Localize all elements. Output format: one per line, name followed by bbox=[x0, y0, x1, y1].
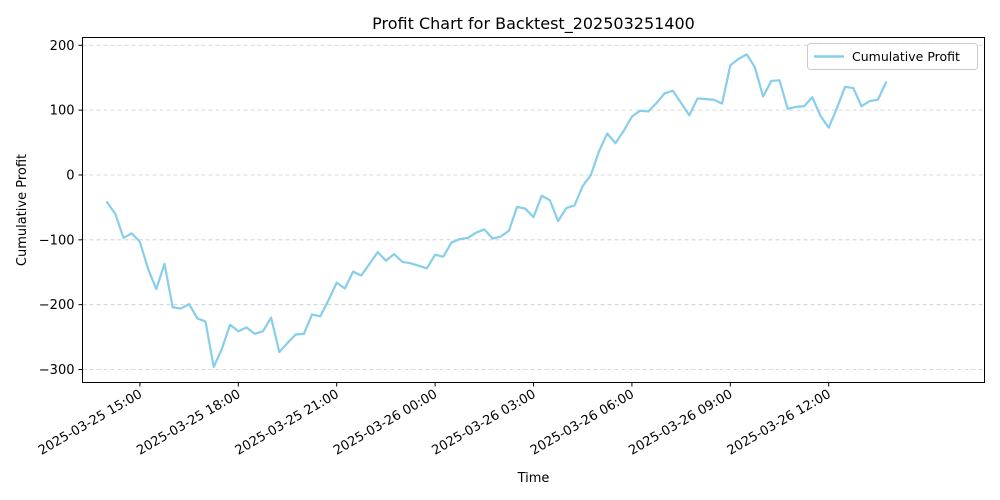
x-tick-label: 2025-03-26 03:00 bbox=[430, 387, 539, 459]
x-tick-label: 2025-03-26 06:00 bbox=[528, 387, 637, 459]
y-axis-label: Cumulative Profit bbox=[15, 154, 30, 266]
y-tick-label: −100 bbox=[39, 233, 75, 248]
y-tick-label: −300 bbox=[39, 363, 75, 378]
y-axis: 200 100 0 −100 −200 −300 bbox=[39, 39, 83, 378]
chart-title: Profit Chart for Backtest_202503251400 bbox=[372, 14, 695, 34]
y-tick-label: −200 bbox=[39, 298, 75, 313]
x-tick-label: 2025-03-25 18:00 bbox=[134, 387, 243, 459]
x-tick-label: 2025-03-25 21:00 bbox=[233, 387, 342, 459]
legend-box bbox=[807, 43, 978, 70]
plot-frame bbox=[82, 37, 985, 383]
series-line-cumulative-profit bbox=[105, 53, 888, 369]
x-tick-label: 2025-03-26 12:00 bbox=[725, 387, 834, 459]
y-tick-label: 100 bbox=[50, 104, 75, 119]
y-tick-label: 0 bbox=[66, 168, 74, 183]
x-tick-label: 2025-03-26 09:00 bbox=[626, 387, 735, 459]
legend: Cumulative Profit bbox=[807, 43, 978, 70]
x-tick-label: 2025-03-26 00:00 bbox=[331, 387, 440, 459]
series-group bbox=[105, 53, 888, 369]
x-tick-label: 2025-03-25 15:00 bbox=[36, 387, 145, 459]
legend-label: Cumulative Profit bbox=[852, 49, 960, 64]
x-axis-label: Time bbox=[517, 471, 550, 486]
y-gridlines bbox=[82, 44, 985, 370]
y-tick-label: 200 bbox=[50, 39, 75, 54]
